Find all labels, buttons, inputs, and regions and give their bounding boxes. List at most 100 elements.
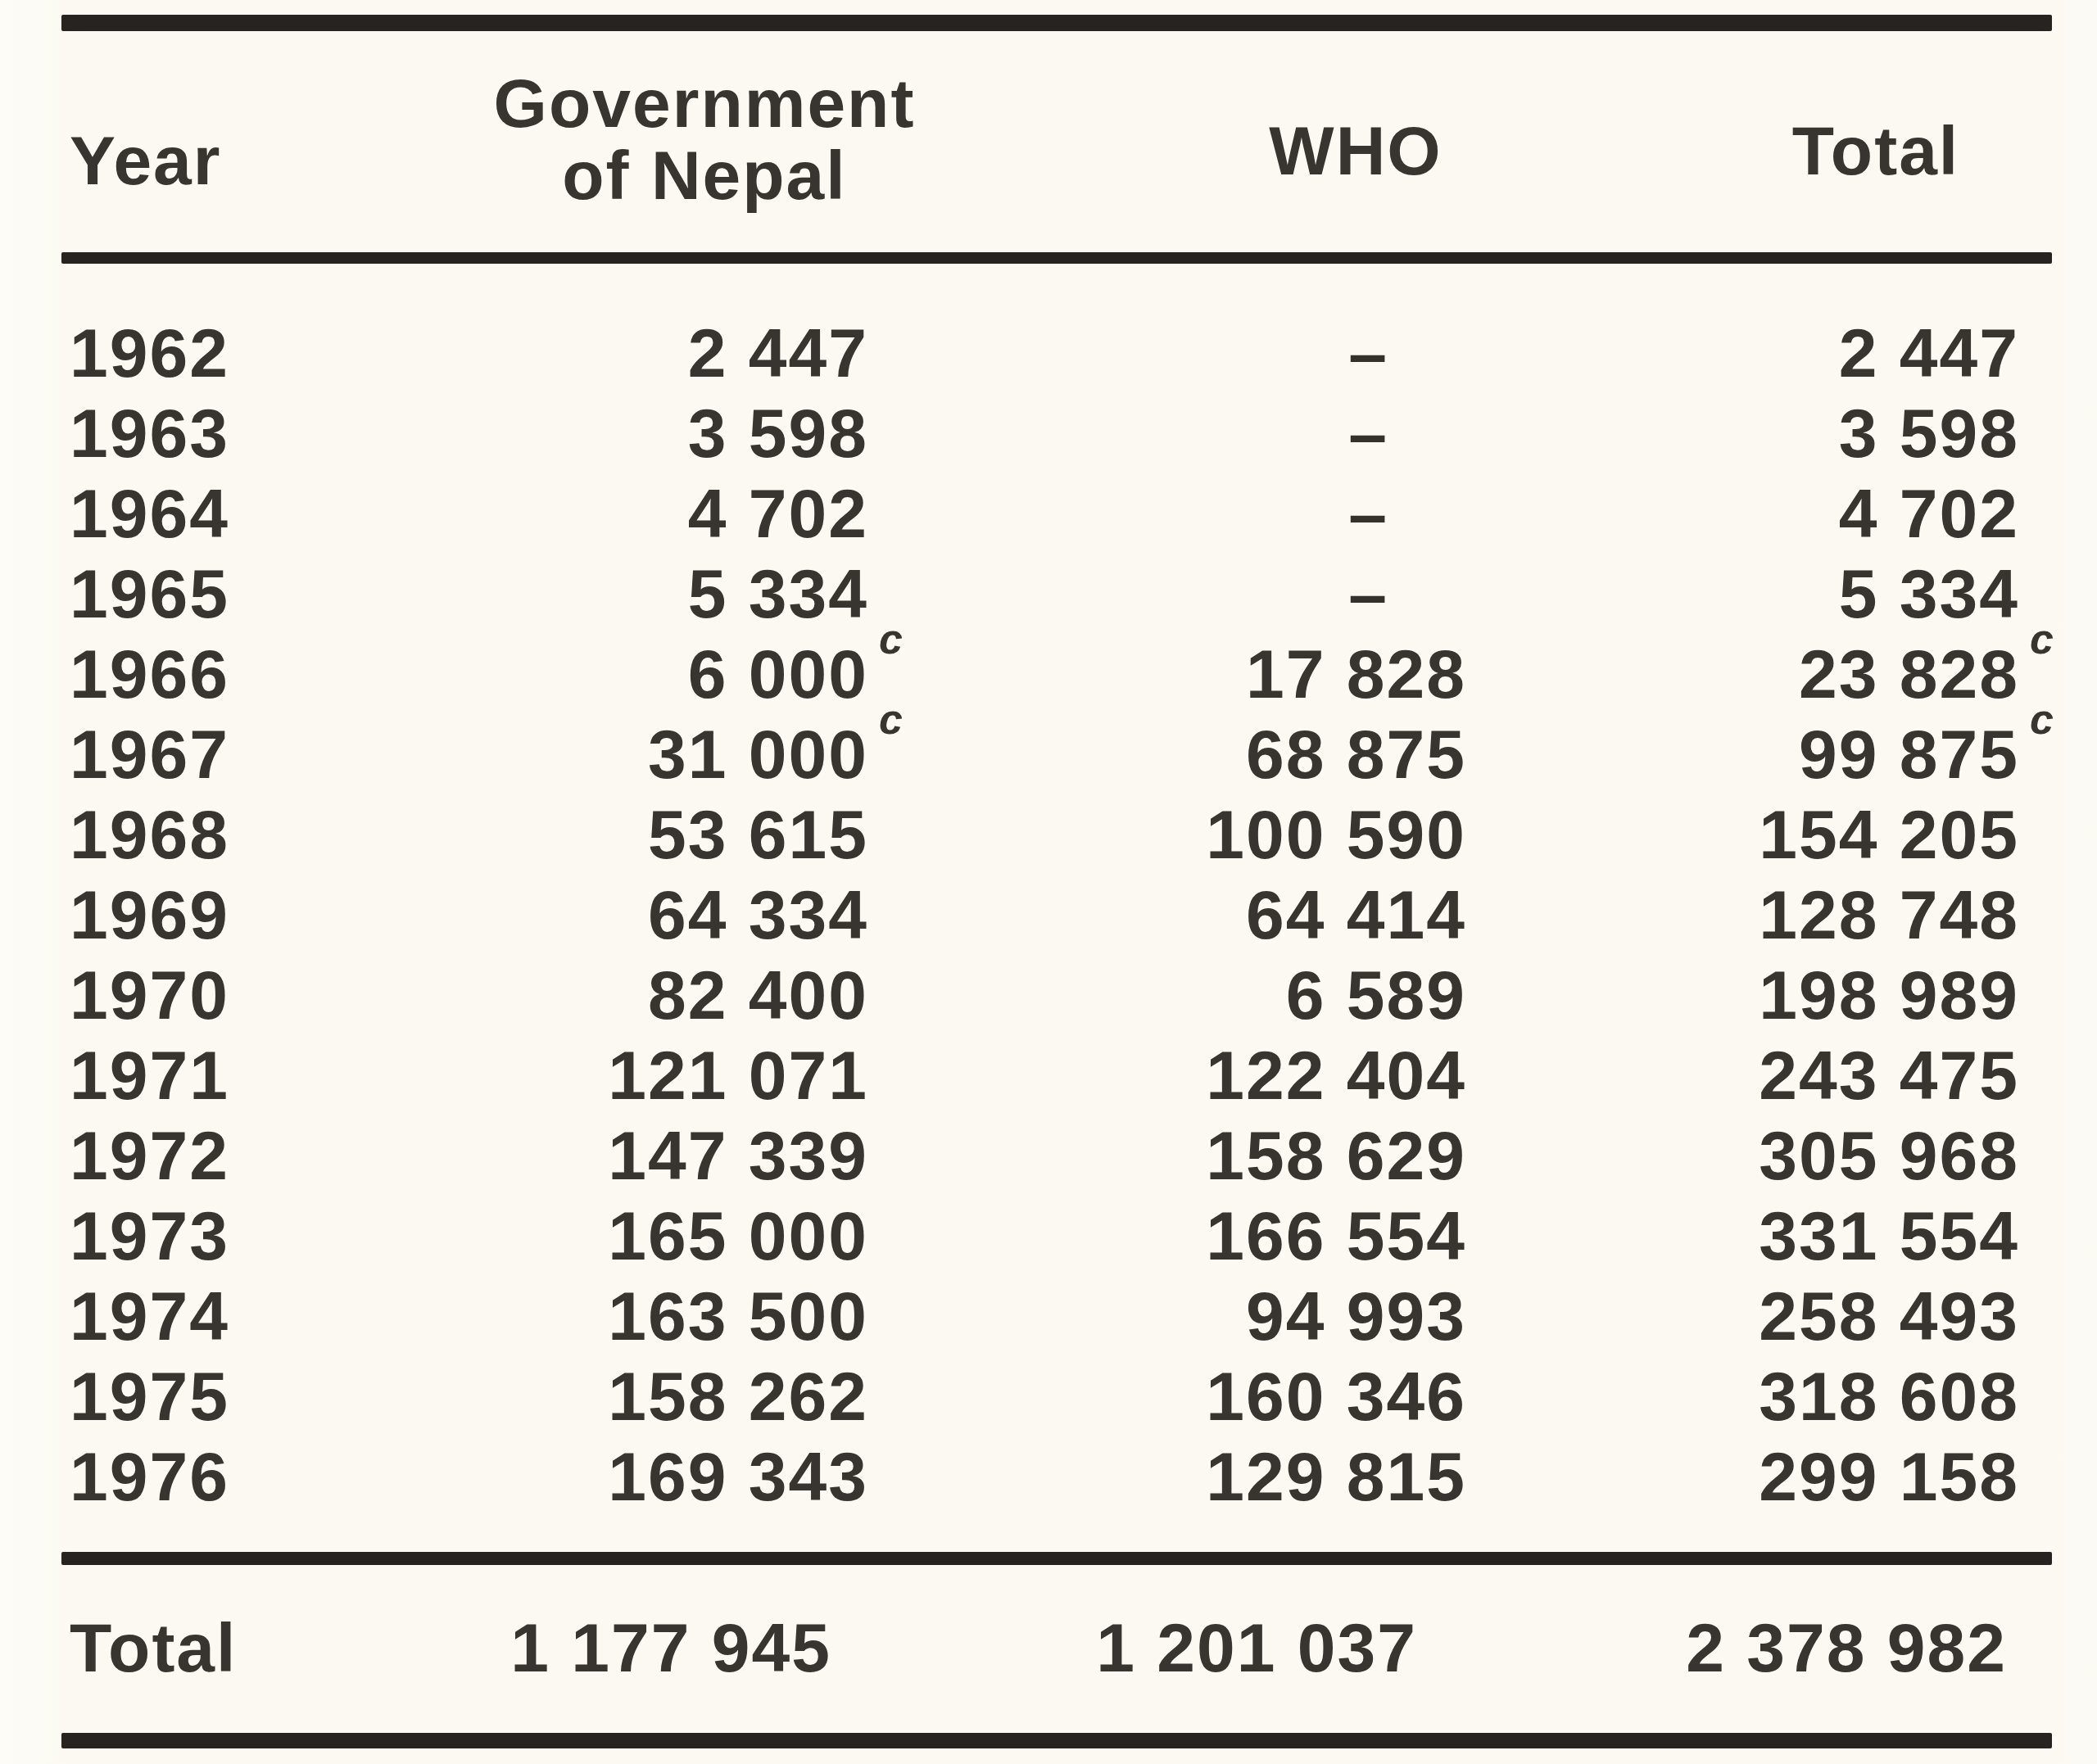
table-row: 197082 4006 589198 989 [70, 955, 2019, 1035]
column-header-government-of-nepal: Government of Nepal [434, 67, 975, 211]
superscript-c: c [2030, 698, 2055, 740]
year-cell: 1966 [70, 634, 274, 714]
total-value: 305 968 [1466, 1115, 2019, 1196]
who-value: 129 815 [868, 1436, 1466, 1517]
nepal-value: 64 334 [274, 875, 868, 955]
total-value: 318 608 [1466, 1356, 2019, 1436]
who-value: – [868, 473, 1466, 554]
year-cell: 1962 [70, 313, 274, 393]
year-cell: 1967 [70, 714, 274, 794]
who-value: 94 993 [868, 1276, 1466, 1356]
header-nepal-line2: of Nepal [434, 139, 975, 211]
table-row: 1966 6 000c17 828 23 828c [70, 634, 2019, 714]
who-value: – [868, 313, 1466, 393]
table-row: 1975158 262160 346318 608 [70, 1356, 2019, 1436]
year-cell: 1969 [70, 875, 274, 955]
year-cell: 1965 [70, 554, 274, 634]
total-who-value: 1 201 037 [868, 1607, 1466, 1689]
year-cell: 1972 [70, 1115, 274, 1196]
total-value: 2 447 [1466, 313, 2019, 393]
year-cell: 1971 [70, 1035, 274, 1115]
total-value-number: 99 875c [1799, 714, 2019, 794]
table-row: 19644 702–4 702 [70, 473, 2019, 554]
who-value: 6 589 [868, 955, 1466, 1035]
total-value: 299 158 [1466, 1436, 2019, 1517]
table-row: 1971121 071122 404243 475 [70, 1035, 2019, 1115]
nepal-value: 165 000 [274, 1196, 868, 1276]
nepal-value: 2 447 [274, 313, 868, 393]
total-value: 3 598 [1466, 393, 2019, 473]
who-value: 17 828 [868, 634, 1466, 714]
total-value: 128 748 [1466, 875, 2019, 955]
year-cell: 1964 [70, 473, 274, 554]
nepal-value-number: 31 000c [648, 714, 868, 794]
table-row: 19655 334–5 334 [70, 554, 2019, 634]
bottom-rule [61, 1733, 2052, 1748]
who-value: 158 629 [868, 1115, 1466, 1196]
year-cell: 1976 [70, 1436, 274, 1517]
nepal-value: 147 339 [274, 1115, 868, 1196]
who-value: – [868, 554, 1466, 634]
total-value: 154 205 [1466, 794, 2019, 875]
top-rule [61, 15, 2052, 31]
year-cell: 1968 [70, 794, 274, 875]
total-value: 5 334 [1466, 554, 2019, 634]
table-row: 1973165 000166 554331 554 [70, 1196, 2019, 1276]
nepal-value: 53 615 [274, 794, 868, 875]
superscript-c: c [2030, 617, 2055, 660]
column-header-total: Total [1712, 115, 2040, 187]
who-value: 100 590 [868, 794, 1466, 875]
year-cell: 1975 [70, 1356, 274, 1436]
table-row: 19633 598–3 598 [70, 393, 2019, 473]
who-value: 160 346 [868, 1356, 1466, 1436]
nepal-value: 5 334 [274, 554, 868, 634]
total-nepal-value: 1 177 945 [274, 1607, 868, 1689]
total-row-label: Total [70, 1607, 274, 1689]
year-cell: 1963 [70, 393, 274, 473]
who-value: 166 554 [868, 1196, 1466, 1276]
nepal-value: 121 071 [274, 1035, 868, 1115]
who-value: 122 404 [868, 1035, 1466, 1115]
nepal-value: 163 500 [274, 1276, 868, 1356]
nepal-value: 169 343 [274, 1436, 868, 1517]
year-cell: 1970 [70, 955, 274, 1035]
superscript-c: c [879, 617, 904, 660]
total-row: Total 1 177 945 1 201 037 2 378 982 [70, 1607, 2019, 1689]
nepal-value: 82 400 [274, 955, 868, 1035]
total-value: 4 702 [1466, 473, 2019, 554]
table-row: 1967 31 000c68 875 99 875c [70, 714, 2019, 794]
who-value: 68 875 [868, 714, 1466, 794]
nepal-value: 6 000c [274, 634, 868, 714]
table-row: 1976169 343129 815299 158 [70, 1436, 2019, 1517]
total-value: 99 875c [1466, 714, 2019, 794]
total-total-value: 2 378 982 [1466, 1607, 2019, 1689]
column-header-who: WHO [1188, 115, 1524, 187]
nepal-value: 4 702 [274, 473, 868, 554]
who-value: – [868, 393, 1466, 473]
total-value: 198 989 [1466, 955, 2019, 1035]
nepal-value: 3 598 [274, 393, 868, 473]
header-nepal-line1: Government [434, 67, 975, 139]
total-value: 23 828c [1466, 634, 2019, 714]
year-cell: 1974 [70, 1276, 274, 1356]
year-cell: 1973 [70, 1196, 274, 1276]
body-rule [61, 1552, 2052, 1565]
who-value: 64 414 [868, 875, 1466, 955]
nepal-value: 31 000c [274, 714, 868, 794]
column-header-year: Year [70, 124, 222, 197]
table-row: 1974163 50094 993258 493 [70, 1276, 2019, 1356]
table-row: 19622 447–2 447 [70, 313, 2019, 393]
scanned-table-page: Year Government of Nepal WHO Total 19622… [0, 0, 2097, 1764]
table-body: 19622 447–2 44719633 598–3 59819644 702–… [70, 313, 2019, 1517]
header-rule [61, 252, 2052, 264]
superscript-c: c [879, 698, 904, 740]
table-row: 196964 33464 414128 748 [70, 875, 2019, 955]
total-value-number: 23 828c [1799, 634, 2019, 714]
total-value: 258 493 [1466, 1276, 2019, 1356]
nepal-value-number: 6 000c [688, 634, 868, 714]
table-row: 196853 615100 590154 205 [70, 794, 2019, 875]
table-row: 1972147 339158 629305 968 [70, 1115, 2019, 1196]
total-value: 243 475 [1466, 1035, 2019, 1115]
total-value: 331 554 [1466, 1196, 2019, 1276]
nepal-value: 158 262 [274, 1356, 868, 1436]
